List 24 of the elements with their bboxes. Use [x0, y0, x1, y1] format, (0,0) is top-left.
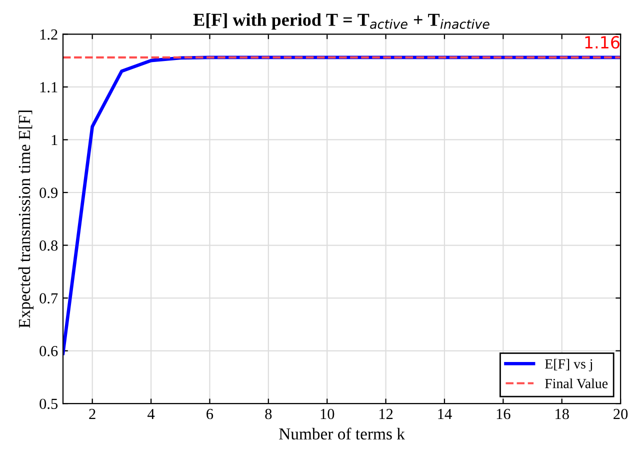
y-tick-label: 1.2: [40, 29, 58, 40]
y-tick-label: 0.9: [40, 188, 58, 198]
x-tick-label: 4: [148, 408, 155, 420]
x-tick-label: 18: [556, 408, 569, 420]
y-tick-label: 1: [52, 134, 58, 146]
x-tick-label: 20: [614, 408, 628, 420]
x-axis-title: Number of terms k: [279, 428, 405, 440]
y-tick-label: 0.6: [40, 346, 58, 356]
x-tick-label: 12: [379, 408, 393, 420]
y-tick-label: 0.7: [40, 293, 58, 304]
y-tick-label: 0.8: [40, 240, 58, 251]
y-tick-label: 1.1: [40, 82, 58, 92]
y-tick-label: 0.5: [40, 398, 58, 410]
x-tick-label: 8: [265, 408, 272, 420]
x-tick-label: 16: [496, 408, 510, 420]
x-tick-label: 2: [89, 408, 96, 420]
x-tick-label: 6: [206, 408, 214, 420]
legend-label: Final Value: [545, 378, 608, 388]
annotation: 1.16: [585, 36, 620, 49]
x-tick-label: 14: [438, 408, 452, 420]
legend-label: E[F] vs j: [545, 358, 592, 372]
y-axis-title: Expected transmission time E[F]: [18, 110, 34, 328]
chart-title: E[F] with period T = T$_{active}$ + T$_{inactive}$: [193, 13, 490, 30]
x-tick-label: 10: [320, 408, 334, 420]
